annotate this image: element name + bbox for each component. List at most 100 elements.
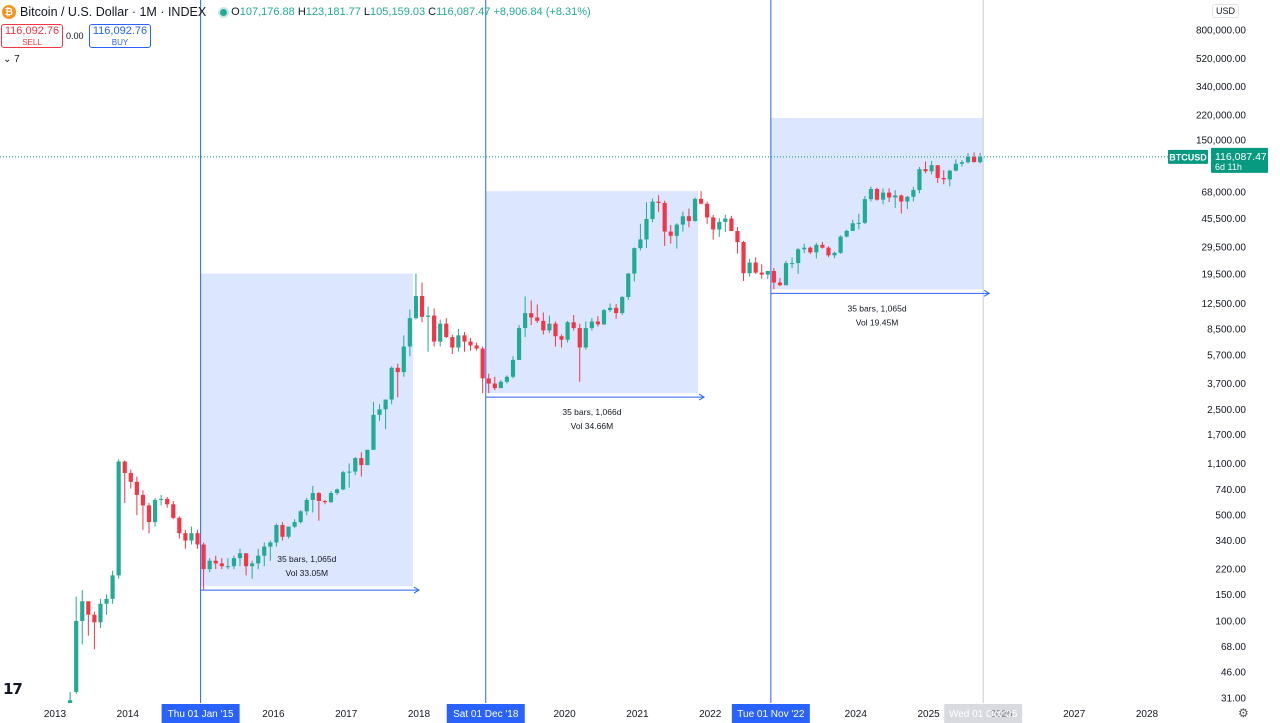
candle	[201, 544, 206, 570]
candle	[638, 239, 643, 249]
candle	[887, 192, 892, 198]
candle	[298, 511, 303, 523]
candle	[747, 262, 752, 274]
indicators-toggle[interactable]: ⌄ 7	[3, 54, 20, 65]
candle	[250, 563, 255, 567]
candle	[535, 317, 540, 321]
candle	[492, 383, 497, 389]
candle	[802, 247, 807, 250]
candle	[789, 263, 795, 265]
price-tick-label: 1,700.00	[1207, 430, 1246, 441]
price-tick-label: 520,000.00	[1196, 54, 1246, 65]
candle	[759, 272, 764, 275]
market-status-icon[interactable]	[220, 8, 228, 16]
time-tick-label: 2027	[1063, 709, 1086, 720]
buy-button[interactable]: 116,092.76 BUY	[89, 24, 151, 48]
price-tick-label: 5,700.00	[1207, 351, 1246, 362]
candle	[923, 169, 928, 172]
candle	[219, 563, 224, 567]
symbol-tag	[1168, 149, 1208, 164]
time-tick-label: 2016	[262, 709, 285, 720]
spread-value: 0.00	[66, 31, 84, 41]
price-tag-value: 116,087.47	[1215, 151, 1267, 163]
candle	[971, 156, 977, 163]
candle	[237, 553, 243, 559]
candle	[474, 345, 479, 349]
candle	[225, 566, 230, 568]
candle	[583, 328, 588, 348]
candle	[104, 598, 109, 604]
symbol-title[interactable]: Bitcoin / U.S. Dollar · 1M · INDEX	[20, 5, 207, 19]
candle	[553, 323, 558, 337]
candle	[680, 216, 685, 225]
candles-layer	[68, 152, 983, 723]
candle	[692, 198, 698, 222]
candle	[589, 321, 594, 329]
time-highlight-badge	[161, 704, 240, 723]
candle	[407, 318, 412, 347]
arrowhead-icon	[983, 289, 991, 297]
candle	[334, 489, 340, 494]
price-tick-label: 8,500.00	[1207, 324, 1246, 335]
candle	[86, 601, 91, 615]
range-volume-label: Vol 33.05M	[286, 568, 329, 578]
candle	[328, 493, 334, 503]
candle	[438, 323, 443, 342]
candle	[146, 505, 152, 523]
candle	[377, 409, 382, 415]
settings-icon[interactable]: ⚙	[1238, 706, 1249, 720]
symbol-header: ₿ Bitcoin / U.S. Dollar · 1M · INDEX O10…	[0, 0, 591, 24]
buy-label: BUY	[111, 38, 129, 47]
price-tick-label: 31.00	[1221, 694, 1246, 705]
currency-selector[interactable]: USD	[1212, 4, 1240, 18]
candle	[504, 376, 510, 382]
candle	[614, 307, 619, 314]
candle	[98, 603, 103, 623]
candle	[401, 346, 406, 373]
candle	[359, 458, 364, 466]
candle	[783, 263, 789, 286]
candle	[959, 162, 965, 164]
price-tick-label: 340,000.00	[1196, 82, 1246, 93]
candle	[110, 575, 115, 599]
time-tick-label: 2013	[44, 709, 67, 720]
candle	[559, 336, 564, 340]
candle	[419, 296, 425, 317]
candle	[868, 188, 874, 200]
sell-button[interactable]: 116,092.76 SELL	[1, 24, 63, 48]
candle	[814, 244, 819, 253]
candle	[862, 199, 867, 223]
candle	[231, 558, 237, 567]
candle	[935, 165, 940, 178]
candle	[820, 244, 825, 248]
price-tick-label: 220,000.00	[1196, 110, 1246, 121]
symbol-tag-text: BTCUSD	[1169, 152, 1207, 162]
price-tick-label: 29,500.00	[1202, 243, 1247, 254]
candle	[456, 335, 461, 348]
candle	[468, 341, 473, 346]
candle	[395, 367, 400, 373]
tradingview-logo[interactable]: 17	[3, 680, 23, 698]
candle	[322, 501, 328, 503]
candle	[256, 555, 261, 564]
candle	[425, 315, 431, 317]
candle	[134, 481, 139, 495]
candle	[122, 461, 127, 473]
price-tag-countdown: 6d 11h	[1215, 162, 1242, 172]
price-tick-label: 1,100.00	[1207, 459, 1246, 470]
price-tag	[1211, 147, 1268, 173]
price-tick-label: 68,000.00	[1202, 188, 1247, 199]
candle	[838, 236, 843, 253]
arrowhead-icon	[698, 393, 706, 401]
candle	[947, 170, 952, 180]
candle	[292, 522, 297, 527]
price-tick-label: 68.00	[1221, 642, 1246, 653]
candle	[899, 195, 904, 202]
candle	[644, 218, 649, 240]
candle	[274, 525, 279, 543]
candle	[668, 231, 673, 236]
date-range-box	[200, 273, 413, 587]
price-tick-label: 800,000.00	[1196, 26, 1246, 37]
time-tick-label: 2020	[553, 709, 576, 720]
